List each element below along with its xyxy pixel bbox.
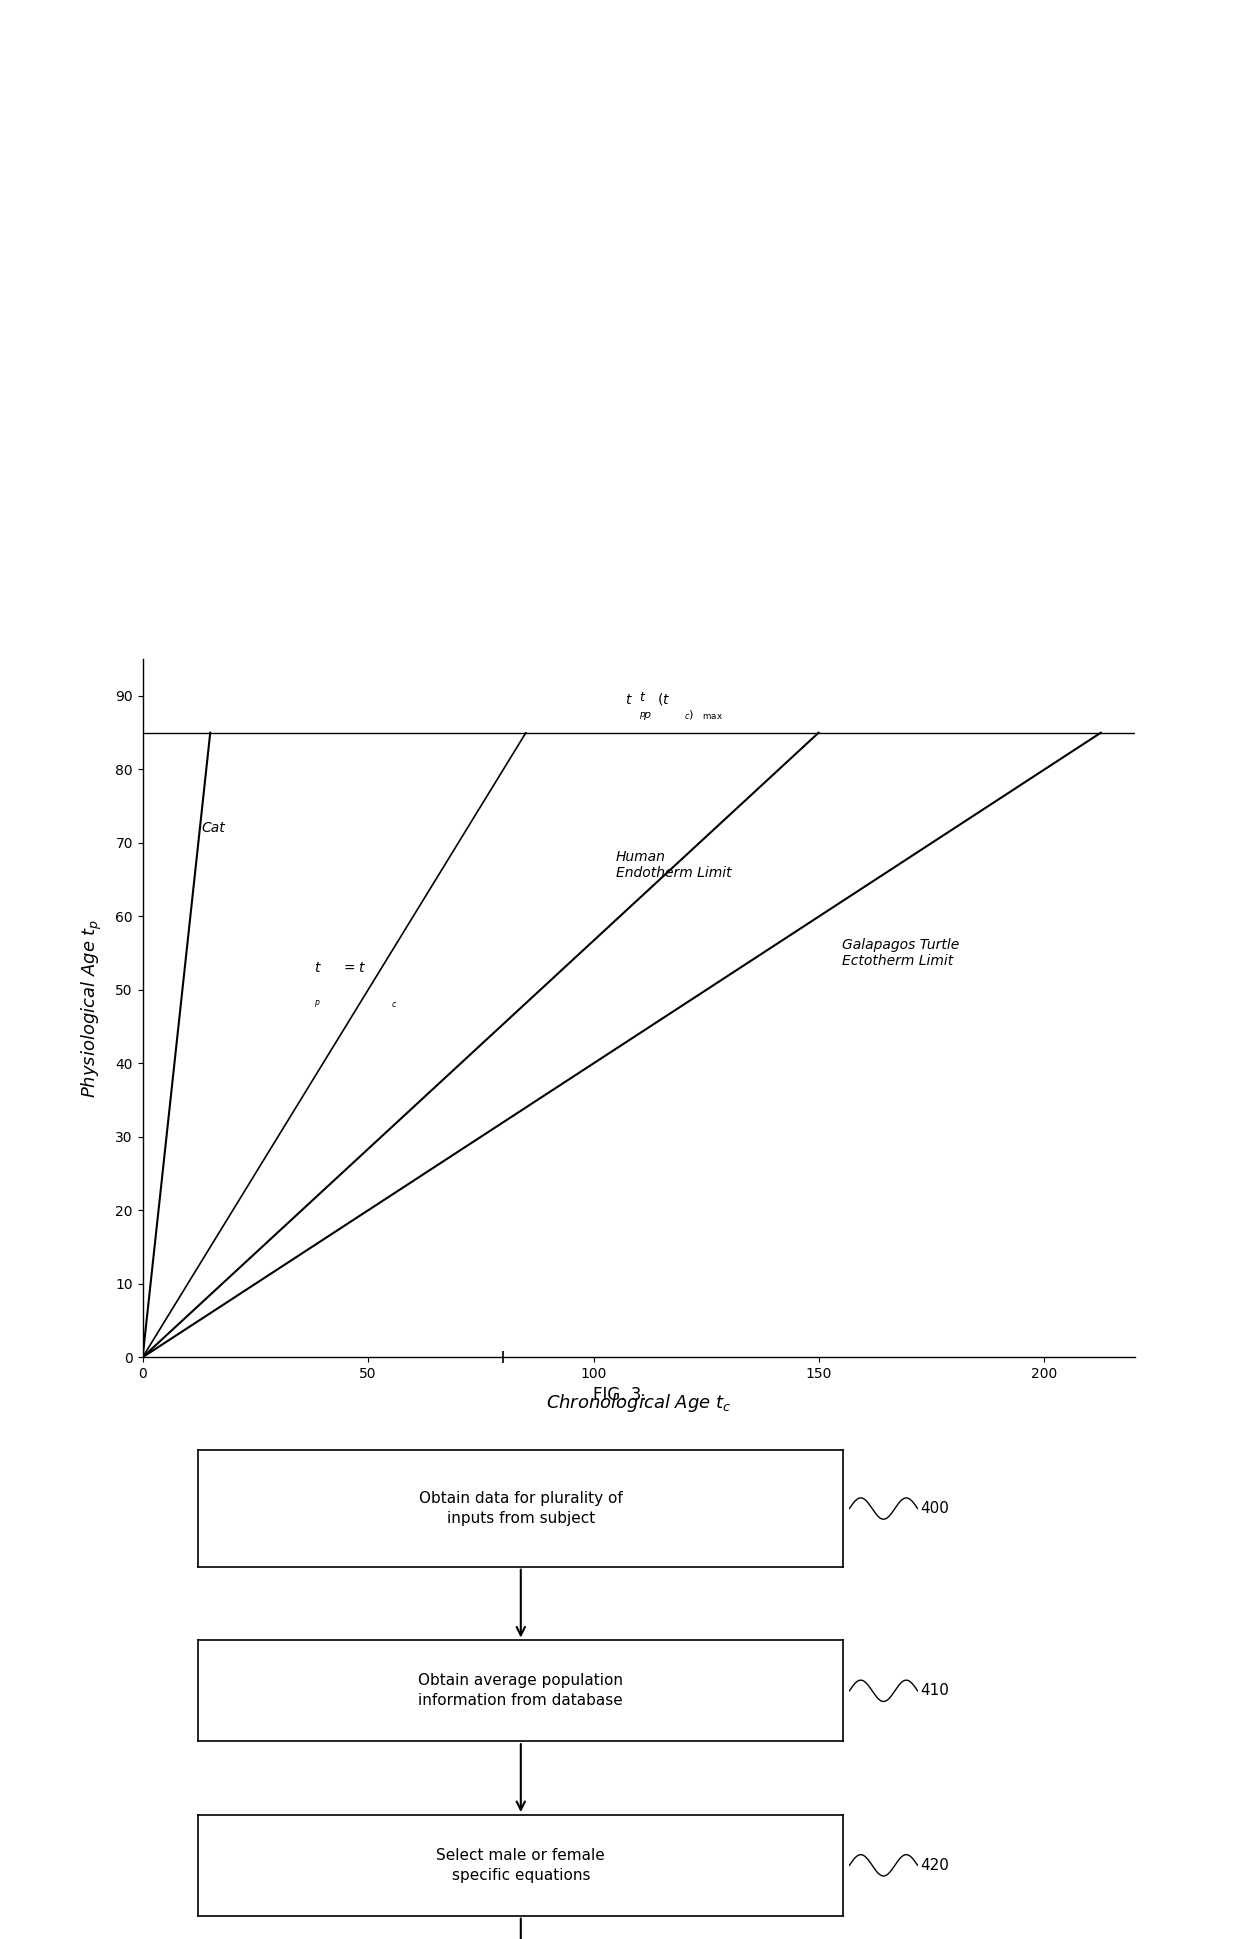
Text: Obtain average population
information from database: Obtain average population information fr… — [418, 1673, 624, 1708]
Text: 420: 420 — [920, 1858, 949, 1873]
Text: Obtain data for plurality of
inputs from subject: Obtain data for plurality of inputs from… — [419, 1491, 622, 1526]
Y-axis label: Physiological Age $t_p$: Physiological Age $t_p$ — [79, 919, 104, 1097]
Text: Galapagos Turtle
Ectotherm Limit: Galapagos Turtle Ectotherm Limit — [842, 938, 959, 968]
Text: $_{\rm max}$: $_{\rm max}$ — [702, 710, 723, 721]
Text: $= t$: $= t$ — [341, 962, 366, 975]
Text: $_c$: $_c$ — [391, 1001, 397, 1010]
Text: 400: 400 — [920, 1501, 949, 1516]
Text: $(t$: $(t$ — [657, 690, 670, 708]
X-axis label: Chronological Age $t_c$: Chronological Age $t_c$ — [546, 1392, 732, 1414]
Text: $p$: $p$ — [644, 710, 652, 721]
Text: $_c)$: $_c)$ — [683, 708, 694, 721]
Text: 410: 410 — [920, 1683, 949, 1699]
Text: Cat: Cat — [201, 822, 224, 836]
Text: Human
Endotherm Limit: Human Endotherm Limit — [616, 849, 732, 880]
Text: $t$: $t$ — [625, 692, 632, 708]
Text: $t$
$_p$: $t$ $_p$ — [639, 690, 646, 721]
Text: $t$: $t$ — [314, 962, 322, 975]
Text: $_p$: $_p$ — [314, 999, 321, 1010]
Text: FIG. 3.: FIG. 3. — [593, 1386, 647, 1404]
Text: Select male or female
specific equations: Select male or female specific equations — [436, 1848, 605, 1883]
